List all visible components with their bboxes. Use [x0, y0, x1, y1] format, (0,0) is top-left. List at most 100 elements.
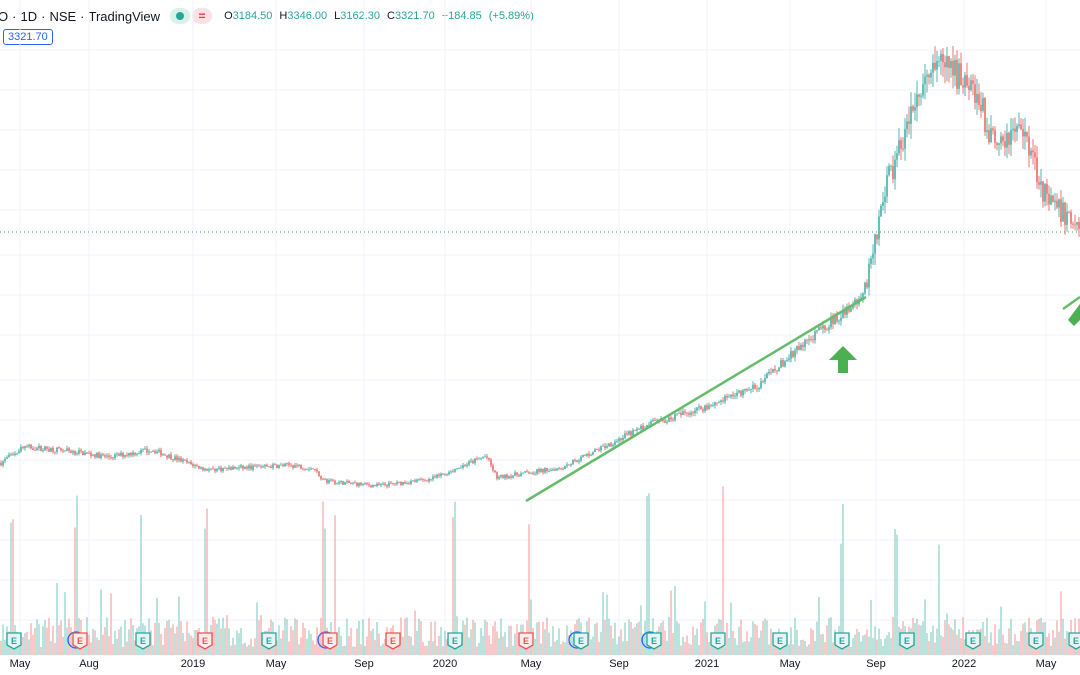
- delayed-data-icon[interactable]: =: [192, 8, 213, 24]
- candle: [748, 387, 750, 391]
- volume-bar: [992, 645, 994, 655]
- candle: [622, 434, 624, 442]
- candle: [264, 464, 266, 469]
- volume-bar: [178, 596, 180, 655]
- volume-bar: [866, 629, 868, 655]
- volume-bar: [350, 627, 352, 655]
- candle: [452, 469, 454, 473]
- volume-bar: [446, 639, 448, 655]
- earnings-flag-icon: E: [772, 632, 788, 650]
- volume-bar: [352, 646, 354, 655]
- candle: [458, 467, 460, 469]
- candle: [122, 452, 124, 460]
- candle: [496, 471, 498, 481]
- candle: [104, 453, 106, 459]
- volume-bar: [702, 618, 704, 655]
- candle: [160, 447, 162, 458]
- candle: [712, 402, 714, 407]
- x-tick-label: Sep: [866, 658, 886, 670]
- candle: [1028, 125, 1030, 168]
- source-label: TradingView: [88, 8, 161, 24]
- candle: [612, 443, 614, 448]
- candle: [258, 463, 260, 467]
- volume-bar: [536, 622, 538, 655]
- candle: [14, 450, 16, 457]
- volume-bar: [546, 617, 548, 655]
- volume-bar: [346, 618, 348, 655]
- candle: [256, 463, 258, 469]
- market-open-icon[interactable]: [170, 8, 191, 24]
- volume-bar: [854, 634, 856, 655]
- candle: [804, 338, 806, 352]
- candle: [502, 474, 504, 479]
- candle: [1068, 210, 1070, 214]
- volume-bar: [644, 620, 646, 655]
- candle: [1006, 123, 1008, 159]
- svg-text:E: E: [77, 636, 83, 646]
- candle: [372, 484, 374, 488]
- volume-bar: [368, 618, 370, 655]
- candle: [714, 401, 716, 409]
- ohlc-readout: O3184.50 H3346.00 L3162.30 C3321.70 +184…: [224, 10, 534, 22]
- candle: [482, 456, 484, 459]
- earnings-flag-icon: E: [568, 631, 589, 650]
- earnings-flag-icon: E: [447, 632, 463, 650]
- candle: [308, 466, 310, 472]
- volume-bar: [686, 635, 688, 655]
- candle: [536, 468, 538, 476]
- candle: [864, 281, 866, 296]
- volume-bar: [222, 617, 224, 655]
- candle: [920, 93, 922, 106]
- volume-bar: [512, 645, 514, 655]
- volume-bar: [690, 644, 692, 655]
- volume-bar: [804, 640, 806, 655]
- volume-bar: [406, 617, 408, 655]
- candle: [170, 451, 172, 460]
- volume-bar: [882, 645, 884, 655]
- candle: [8, 452, 10, 458]
- volume-bar: [484, 619, 486, 655]
- symbol-name[interactable]: O: [0, 8, 9, 24]
- volume-bar: [890, 638, 892, 655]
- volume-bar: [664, 630, 666, 655]
- volume-bar: [734, 638, 736, 655]
- volume-bar: [752, 621, 754, 655]
- candle: [464, 463, 466, 467]
- volume-bar: [830, 617, 832, 655]
- price-candles: [0, 46, 1080, 489]
- volume-bar: [500, 618, 502, 655]
- candle: [724, 394, 726, 404]
- candle: [348, 479, 350, 484]
- candle: [764, 374, 766, 385]
- svg-text:E: E: [651, 636, 657, 646]
- candle: [524, 470, 526, 474]
- candle: [826, 327, 828, 331]
- candle: [274, 463, 276, 466]
- candle: [4, 457, 6, 464]
- candle: [888, 163, 890, 177]
- candle: [268, 466, 270, 468]
- volume-bar: [824, 642, 826, 655]
- candle: [156, 449, 158, 455]
- candle: [216, 468, 218, 473]
- volume-bar: [1012, 645, 1014, 655]
- volume-bar: [30, 623, 32, 655]
- volume-bar: [598, 642, 600, 655]
- volume-bar: [1054, 637, 1056, 655]
- candle: [142, 448, 144, 453]
- volume-bar: [280, 638, 282, 655]
- volume-bar: [354, 646, 356, 655]
- volume-bar: [744, 641, 746, 655]
- candle: [362, 483, 364, 487]
- candle: [1020, 118, 1022, 131]
- volume-bar: [38, 624, 40, 655]
- candle: [460, 465, 462, 469]
- candle: [564, 465, 566, 470]
- volume-bar: [880, 639, 882, 655]
- candle: [334, 479, 336, 486]
- volume-bar: [1006, 643, 1008, 655]
- interval-label[interactable]: 1D: [20, 8, 38, 24]
- candle: [244, 466, 246, 470]
- volume-bar: [768, 644, 770, 655]
